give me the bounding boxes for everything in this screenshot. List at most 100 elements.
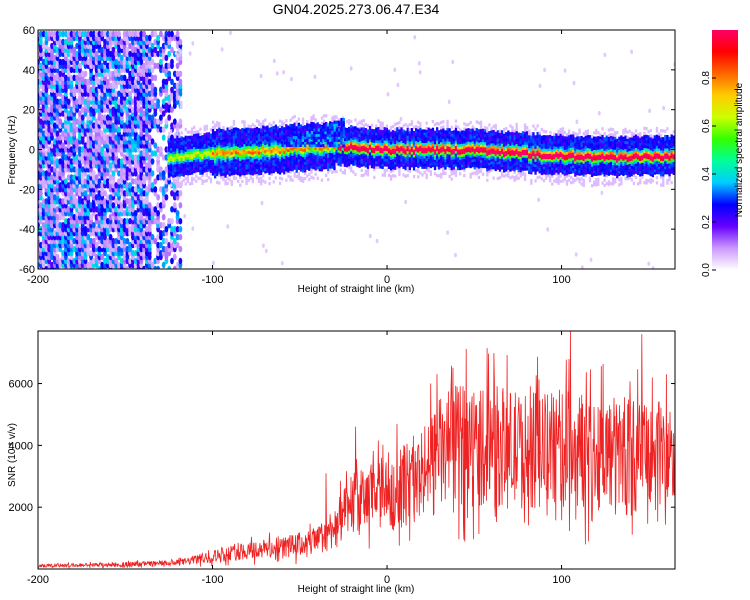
spectrogram-cell xyxy=(322,114,326,118)
spectrogram-cell xyxy=(156,154,161,161)
spectrogram-cell xyxy=(167,138,171,142)
spectrogram-cell xyxy=(211,120,215,124)
spectrogram-cell xyxy=(131,138,135,145)
spectrogram-cell xyxy=(55,206,60,213)
spectrogram-cell xyxy=(172,90,177,97)
spectrogram-cell xyxy=(150,42,155,50)
spectrogram-cell xyxy=(170,183,173,187)
spectrogram-cell xyxy=(108,50,113,58)
spectrogram-cell xyxy=(150,138,155,145)
spectrogram-cell xyxy=(108,174,113,181)
spectrogram-cell xyxy=(257,128,261,132)
spectrogram-cell xyxy=(178,233,183,241)
spectrogram-cell xyxy=(117,261,121,269)
spectrogram-cell xyxy=(159,86,163,94)
spectrogram-cell xyxy=(114,50,119,58)
spectrogram-cell xyxy=(61,58,65,66)
spectrogram-cell xyxy=(179,100,183,106)
spectrogram-cell xyxy=(159,230,163,237)
spectrogram-cell xyxy=(170,190,174,197)
spectrogram-cell xyxy=(66,182,71,189)
spectrogram-cell xyxy=(153,62,158,69)
spectrogram-cell xyxy=(128,226,133,233)
spectrogram-cell xyxy=(262,174,265,178)
spectrogram-cell xyxy=(427,127,430,131)
spectrogram-cell xyxy=(125,46,130,54)
spectrogram-cell xyxy=(133,46,138,54)
spectrogram-cell xyxy=(105,194,110,201)
spectrogram-cell xyxy=(86,233,91,241)
spectrogram-cell xyxy=(184,182,187,186)
spectrogram-cell xyxy=(150,66,155,74)
spectrogram-cell xyxy=(153,257,158,265)
spectrogram-cell xyxy=(72,74,77,82)
spectrogram-cell xyxy=(282,70,285,75)
spectrogram-cell xyxy=(58,58,63,66)
spectrogram-cell xyxy=(150,261,155,269)
spectrogram-cell xyxy=(117,245,121,253)
spectrogram-cell xyxy=(153,206,158,213)
spectrogram-cell xyxy=(260,176,263,181)
spectrogram-cell xyxy=(83,78,88,86)
spectrogram-cell xyxy=(170,137,173,141)
spectrogram-cell xyxy=(83,122,88,129)
spectrogram-cell xyxy=(362,173,365,177)
spectrogram-cell xyxy=(392,124,395,129)
spectrogram-cell xyxy=(306,120,309,124)
spectrogram-cell xyxy=(574,252,578,257)
spectrogram-cell xyxy=(52,30,57,38)
spectrogram-cell xyxy=(94,241,99,249)
spectrogram-cell xyxy=(630,49,633,54)
spectrogram-cell xyxy=(94,30,99,38)
spectrogram-cell xyxy=(285,124,288,128)
spectrogram-cell xyxy=(133,257,138,265)
spectrogram-cell xyxy=(169,239,173,244)
spectrogram-cell xyxy=(131,30,135,38)
spectrogram-cell xyxy=(209,128,213,132)
spectrogram-cell xyxy=(136,114,141,121)
spectrogram-cell xyxy=(122,190,127,197)
spectrogram-cell xyxy=(38,202,43,209)
spectrogram-cell xyxy=(105,30,110,38)
spectrogram-cell xyxy=(100,46,105,54)
spectrogram-cell xyxy=(111,46,116,54)
spectrogram-cell xyxy=(133,178,138,185)
spectrogram-cell xyxy=(91,170,96,177)
spectrogram-cell xyxy=(114,198,119,205)
spectrogram-cell xyxy=(343,168,347,173)
spectrogram-cell xyxy=(543,67,546,73)
spectrogram-cell xyxy=(175,70,180,78)
spectrogram-cell xyxy=(103,198,107,205)
spectrogram-cell xyxy=(58,134,63,141)
spectrogram-cell xyxy=(379,121,382,125)
spectrogram-cell xyxy=(142,230,147,237)
spectrogram-cell xyxy=(111,122,116,129)
spectrogram-cell xyxy=(170,86,174,94)
spectrogram-cell xyxy=(301,177,305,181)
spectrogram-cell xyxy=(264,118,267,122)
spectrogram-cell xyxy=(293,171,296,175)
spectrogram-cell xyxy=(182,178,185,182)
spectrogram-cell xyxy=(156,146,161,153)
spectrogram-cell xyxy=(195,174,198,178)
spectrogram-cell xyxy=(308,123,311,127)
spectrogram-cell xyxy=(272,120,275,124)
spectrogram-cell xyxy=(125,166,130,173)
spectrogram-cell xyxy=(170,206,174,213)
spectrogram-cell xyxy=(438,122,441,126)
spectrogram-cell xyxy=(364,169,367,173)
spectrogram-cell xyxy=(218,122,221,126)
spectrogram-cell xyxy=(122,210,127,217)
spectrogram-cell xyxy=(72,86,77,94)
spectrogram-cell xyxy=(385,168,388,172)
spectrogram-cell xyxy=(216,128,219,133)
spectrogram-cell xyxy=(230,125,233,129)
spectrogram-cell xyxy=(119,134,124,141)
spectrogram-cell xyxy=(396,122,399,126)
spectrogram-cell xyxy=(417,175,420,179)
spectrogram-cell xyxy=(451,59,455,65)
spectrogram-cell xyxy=(237,179,240,183)
spectrogram-cell xyxy=(61,222,65,229)
spectrogram-cell xyxy=(229,30,232,36)
spectrogram-cell xyxy=(50,42,54,50)
